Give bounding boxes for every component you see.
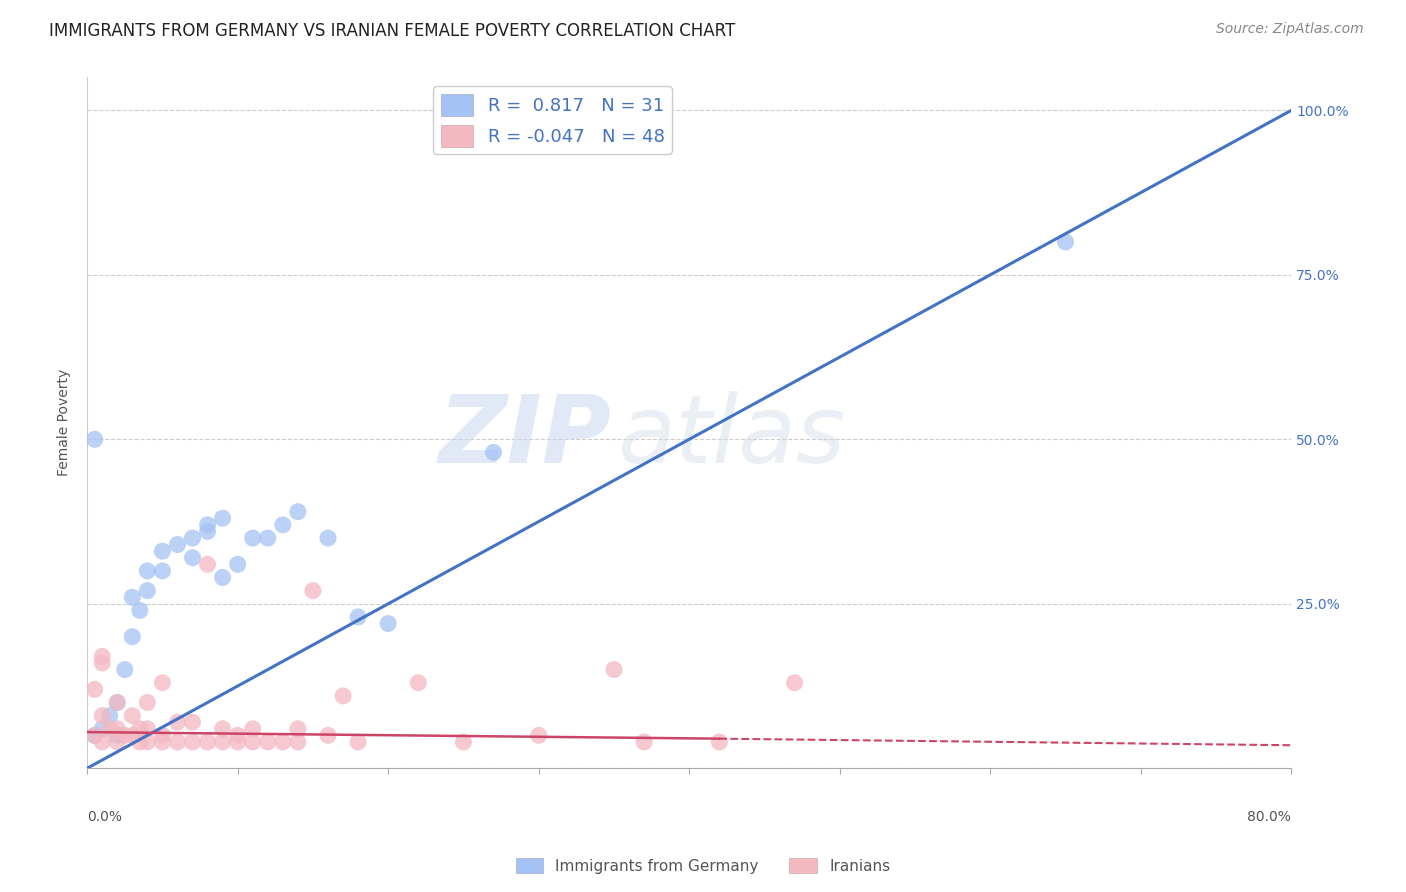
- Point: [783, 675, 806, 690]
- Point: [226, 728, 249, 742]
- Point: [181, 715, 204, 730]
- Point: [181, 550, 204, 565]
- Point: [105, 728, 128, 742]
- Point: [91, 722, 114, 736]
- Point: [166, 538, 188, 552]
- Point: [136, 564, 159, 578]
- Point: [242, 722, 264, 736]
- Point: [121, 708, 143, 723]
- Point: [211, 570, 233, 584]
- Point: [152, 728, 174, 742]
- Point: [166, 715, 188, 730]
- Text: atlas: atlas: [617, 392, 845, 483]
- Point: [287, 505, 309, 519]
- Point: [408, 675, 430, 690]
- Point: [121, 591, 143, 605]
- Point: [197, 524, 219, 539]
- Point: [709, 735, 731, 749]
- Point: [226, 558, 249, 572]
- Point: [105, 696, 128, 710]
- Point: [91, 708, 114, 723]
- Point: [482, 445, 505, 459]
- Point: [83, 682, 105, 697]
- Point: [114, 728, 136, 742]
- Point: [316, 531, 339, 545]
- Point: [152, 735, 174, 749]
- Point: [633, 735, 655, 749]
- Point: [91, 649, 114, 664]
- Point: [302, 583, 325, 598]
- Point: [91, 735, 114, 749]
- Legend: Immigrants from Germany, Iranians: Immigrants from Germany, Iranians: [509, 852, 897, 880]
- Point: [166, 735, 188, 749]
- Point: [226, 735, 249, 749]
- Point: [83, 728, 105, 742]
- Legend: R =  0.817   N = 31, R = -0.047   N = 48: R = 0.817 N = 31, R = -0.047 N = 48: [433, 87, 672, 154]
- Point: [211, 722, 233, 736]
- Point: [105, 696, 128, 710]
- Point: [287, 722, 309, 736]
- Text: 80.0%: 80.0%: [1247, 810, 1291, 823]
- Point: [181, 735, 204, 749]
- Y-axis label: Female Poverty: Female Poverty: [58, 369, 72, 476]
- Point: [197, 517, 219, 532]
- Point: [197, 558, 219, 572]
- Point: [105, 722, 128, 736]
- Point: [211, 511, 233, 525]
- Point: [128, 735, 150, 749]
- Point: [98, 722, 121, 736]
- Text: Source: ZipAtlas.com: Source: ZipAtlas.com: [1216, 22, 1364, 37]
- Point: [91, 656, 114, 670]
- Point: [1054, 235, 1077, 249]
- Point: [332, 689, 354, 703]
- Point: [83, 432, 105, 446]
- Point: [347, 610, 370, 624]
- Point: [121, 630, 143, 644]
- Point: [136, 735, 159, 749]
- Point: [105, 735, 128, 749]
- Text: ZIP: ZIP: [439, 391, 612, 483]
- Point: [242, 531, 264, 545]
- Point: [152, 675, 174, 690]
- Point: [98, 708, 121, 723]
- Point: [347, 735, 370, 749]
- Point: [271, 517, 294, 532]
- Point: [453, 735, 475, 749]
- Point: [83, 728, 105, 742]
- Point: [152, 544, 174, 558]
- Point: [136, 583, 159, 598]
- Point: [287, 735, 309, 749]
- Point: [256, 531, 278, 545]
- Text: IMMIGRANTS FROM GERMANY VS IRANIAN FEMALE POVERTY CORRELATION CHART: IMMIGRANTS FROM GERMANY VS IRANIAN FEMAL…: [49, 22, 735, 40]
- Point: [128, 603, 150, 617]
- Point: [152, 564, 174, 578]
- Point: [211, 735, 233, 749]
- Point: [197, 735, 219, 749]
- Text: 0.0%: 0.0%: [87, 810, 122, 823]
- Point: [377, 616, 399, 631]
- Point: [114, 663, 136, 677]
- Point: [128, 722, 150, 736]
- Point: [527, 728, 550, 742]
- Point: [136, 722, 159, 736]
- Point: [316, 728, 339, 742]
- Point: [603, 663, 626, 677]
- Point: [242, 735, 264, 749]
- Point: [136, 696, 159, 710]
- Point: [256, 735, 278, 749]
- Point: [271, 735, 294, 749]
- Point: [181, 531, 204, 545]
- Point: [121, 728, 143, 742]
